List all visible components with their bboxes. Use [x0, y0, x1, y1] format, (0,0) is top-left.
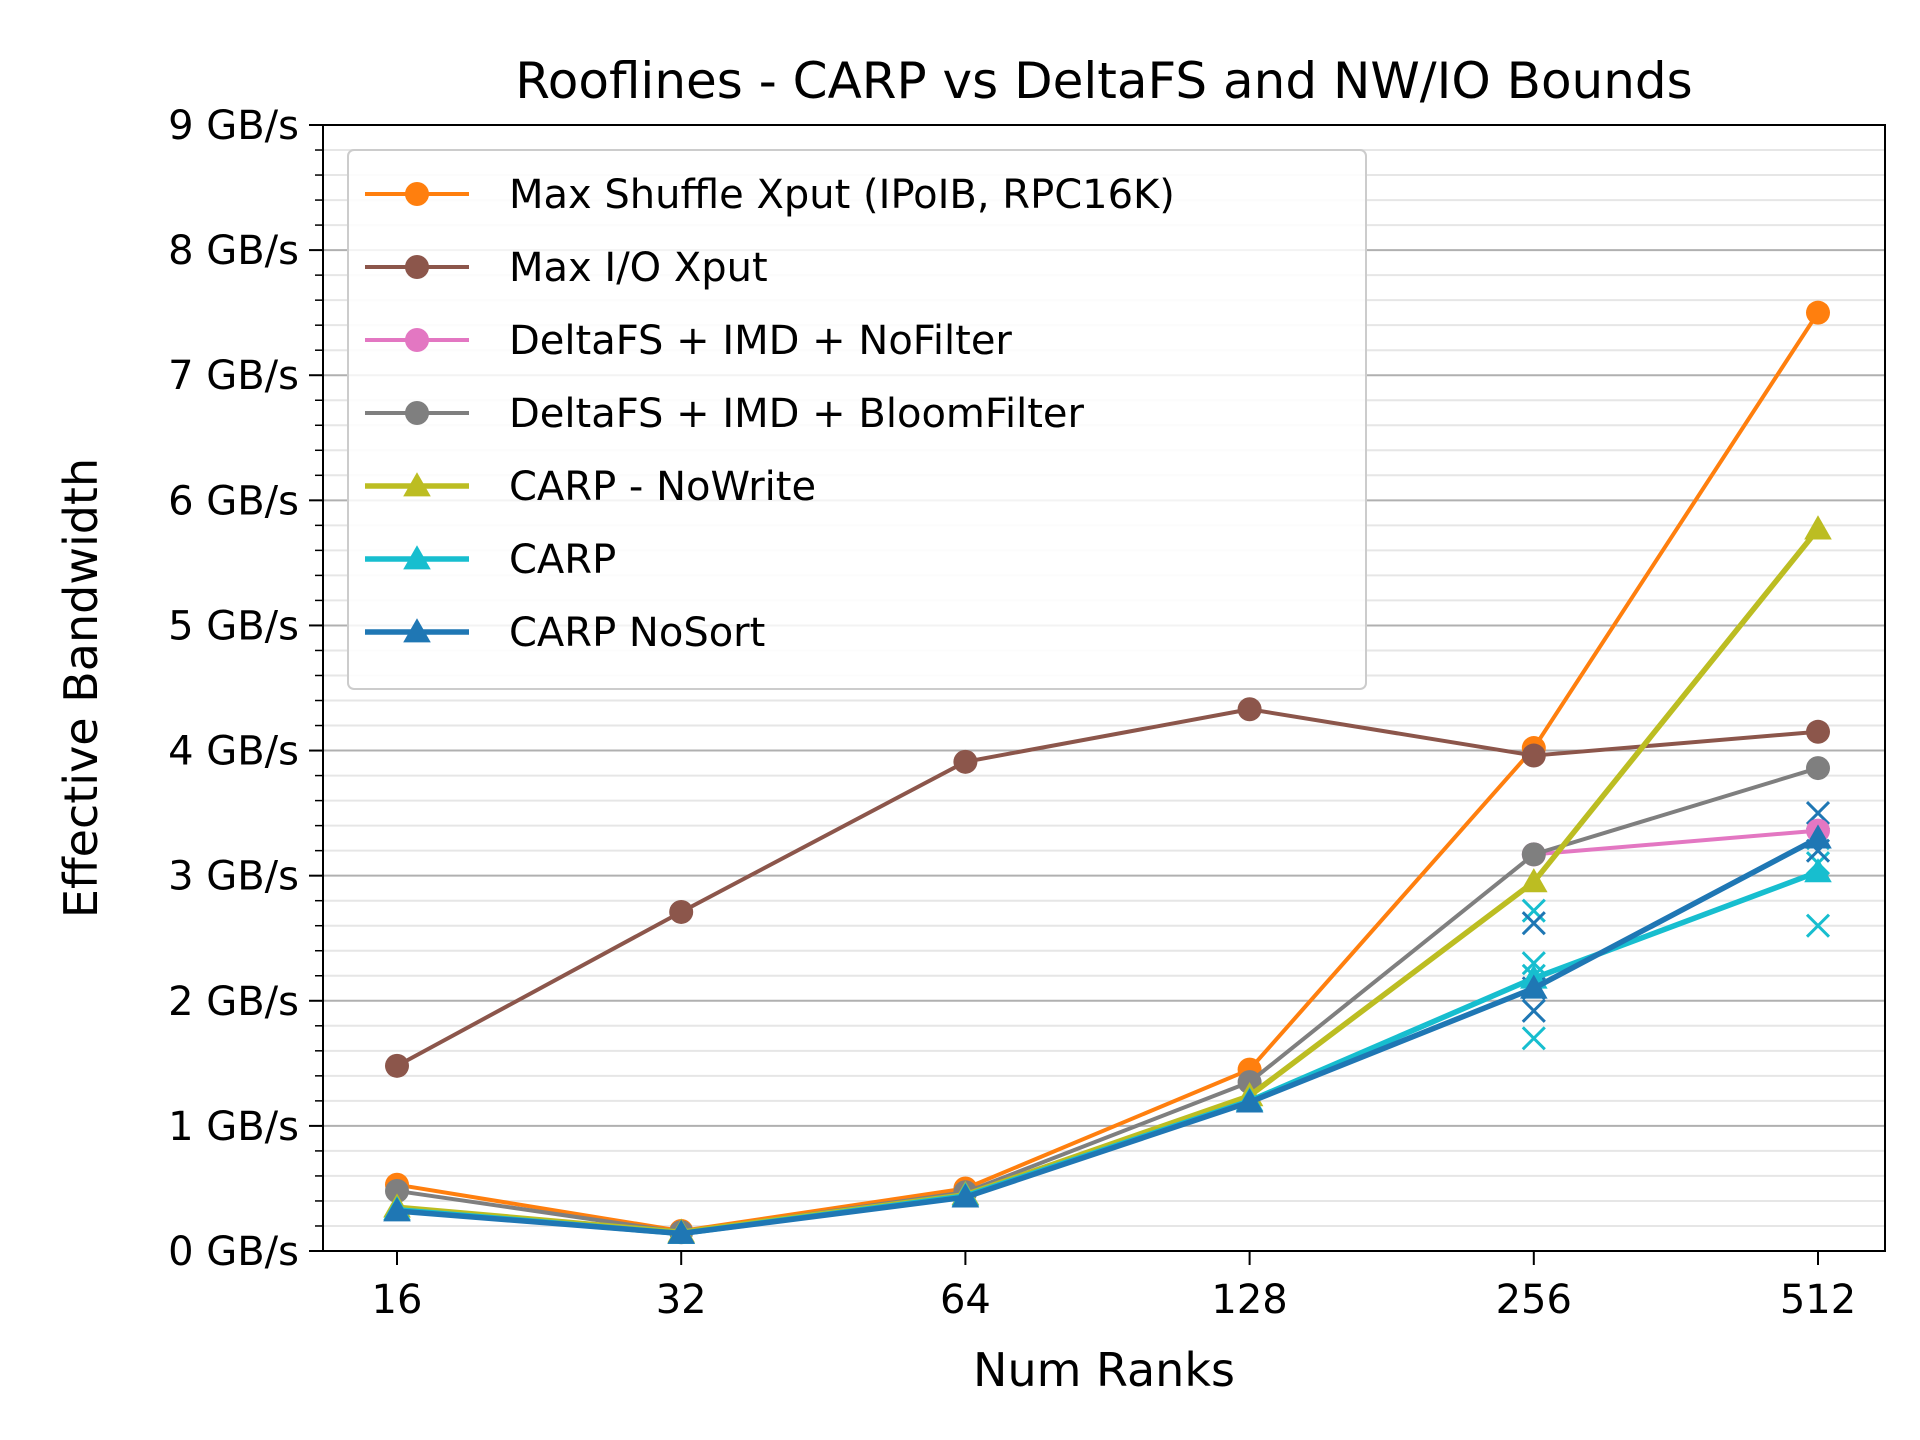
scatter-point	[1521, 998, 1546, 1023]
x-tick-label: 256	[1496, 1277, 1572, 1323]
y-tick-label: 3 GB/s	[168, 854, 299, 900]
y-tick-label: 2 GB/s	[168, 979, 299, 1025]
y-tick-label: 8 GB/s	[168, 228, 299, 274]
y-tick-label: 0 GB/s	[168, 1229, 299, 1275]
x-axis: 16 32 64 128 256 512	[372, 1251, 1856, 1323]
y-tick-label: 7 GB/s	[168, 353, 299, 399]
data-point	[1806, 300, 1830, 325]
data-point	[1237, 697, 1262, 722]
legend-marker	[403, 545, 431, 570]
series-line	[396, 311, 1820, 1233]
series-layer	[383, 300, 1832, 1245]
data-point	[1804, 824, 1832, 849]
data-point	[1520, 974, 1548, 999]
data-point	[951, 1183, 980, 1208]
data-point	[1806, 719, 1830, 744]
legend: Max Shuffle Xput (IPoIB, RPC16K) Max I/O …	[347, 149, 1367, 690]
data-point	[385, 1053, 409, 1078]
legend-marker	[405, 182, 429, 206]
legend-label: CARP - NoWrite	[509, 464, 816, 510]
data-point	[1520, 868, 1548, 893]
data-point	[1235, 1088, 1264, 1113]
data-point	[1521, 743, 1546, 768]
y-tick-label: 4 GB/s	[168, 729, 299, 775]
y-tick-label: 5 GB/s	[168, 603, 299, 649]
legend-marker	[405, 328, 429, 352]
legend-marker	[405, 401, 429, 425]
x-tick-label: 512	[1780, 1277, 1856, 1323]
series-carp-nosort	[383, 824, 1832, 1244]
legend-label: CARP NoSort	[509, 610, 765, 656]
data-point	[383, 1197, 411, 1222]
data-point	[667, 1219, 695, 1244]
legend-label: Max I/O Xput	[509, 245, 768, 291]
legend-marker	[405, 255, 429, 279]
chart-title: Rooflines - CARP vs DeltaFS and NW/IO Bo…	[515, 52, 1692, 110]
data-point	[1806, 756, 1830, 781]
scatter-point	[1521, 951, 1546, 976]
y-axis-label: Effective Bandwidth	[54, 458, 108, 918]
x-tick-label: 32	[656, 1277, 707, 1323]
series-line	[396, 835, 1820, 1237]
plot-frame	[322, 124, 1886, 1252]
scatter-point	[1521, 911, 1546, 936]
data-point	[385, 1178, 409, 1203]
y-tick-label: 6 GB/s	[168, 478, 299, 524]
legend-label: DeltaFS + IMD + NoFilter	[509, 318, 1012, 364]
y-tick-label: 1 GB/s	[168, 1104, 299, 1150]
legend-marker	[403, 472, 431, 497]
x-axis-label: Num Ranks	[973, 1343, 1235, 1397]
scatter-point	[1521, 1026, 1546, 1051]
y-tick-label: 9 GB/s	[168, 103, 299, 149]
x-tick-label: 64	[940, 1277, 991, 1323]
legend-label: Max Shuffle Xput (IPoIB, RPC16K)	[509, 172, 1175, 218]
legend-box	[347, 149, 1367, 690]
scatter-point	[1805, 913, 1831, 938]
series-max-i-o-xput	[385, 697, 1830, 1078]
y-axis: 0 GB/s 1 GB/s 2 GB/s 3 GB/s 4 GB/s 5 GB/s 6 GB…	[168, 103, 323, 1275]
series-line	[396, 707, 1819, 1068]
data-point	[669, 899, 694, 924]
scatter-point	[1805, 801, 1831, 826]
data-point	[1804, 515, 1832, 540]
legend-marker	[403, 618, 431, 643]
data-point	[1804, 858, 1832, 883]
legend-label: DeltaFS + IMD + BloomFilter	[509, 391, 1084, 437]
scatter-point	[1521, 898, 1546, 923]
x-tick-label: 128	[1211, 1277, 1287, 1323]
legend-label: CARP	[509, 537, 616, 583]
data-point	[1521, 842, 1546, 867]
data-point	[953, 749, 978, 774]
x-tick-label: 16	[372, 1277, 423, 1323]
series-line	[1533, 828, 1819, 857]
